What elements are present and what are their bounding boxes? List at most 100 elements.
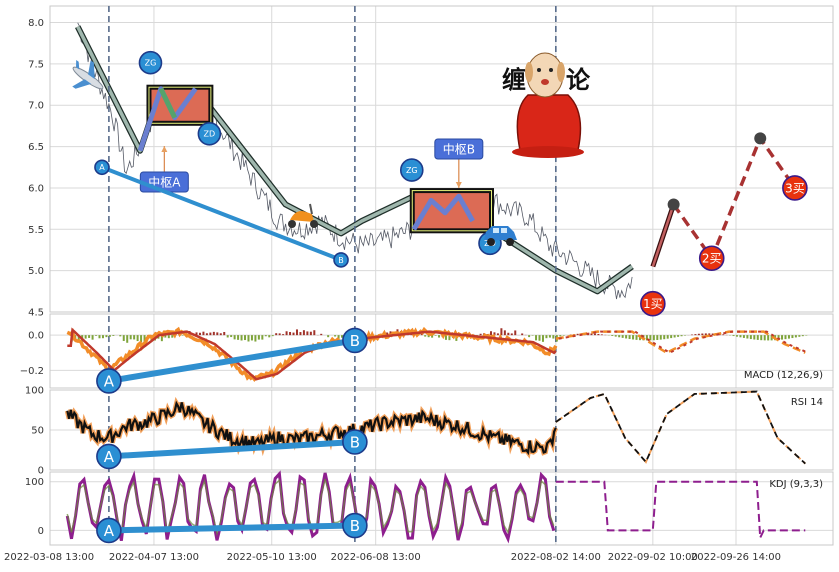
- macd-histogram-bar: [251, 335, 253, 340]
- macd-histogram-bar: [750, 335, 752, 339]
- x-tick-label: 2022-04-07 13:00: [109, 552, 199, 563]
- macd-histogram-bar: [781, 335, 783, 339]
- kdj-point-b: B: [343, 514, 367, 538]
- macd-histogram-bar: [656, 335, 658, 340]
- y-tick-label: 6.5: [28, 142, 44, 153]
- macd-histogram-bar: [504, 330, 506, 335]
- zd-marker: ZD: [198, 123, 220, 145]
- rsi-point-b: B: [343, 430, 367, 454]
- macd-histogram-bar: [653, 335, 655, 340]
- kdj-point-a-text: A: [104, 522, 115, 540]
- y-tick-label: 6.0: [28, 183, 44, 194]
- macd-histogram-bar: [223, 332, 225, 335]
- macd-histogram-bar: [743, 335, 745, 338]
- macd-histogram-bar: [694, 334, 696, 335]
- macd-histogram-bar: [310, 332, 312, 335]
- macd-histogram-bar: [681, 335, 683, 336]
- macd-histogram-bar: [293, 333, 295, 336]
- forecast-pivot: [668, 198, 680, 210]
- macd-histogram-bar: [306, 331, 308, 335]
- macd-histogram-bar: [286, 331, 288, 335]
- macd-histogram-bar: [254, 335, 256, 341]
- macd-histogram-bar: [199, 333, 201, 335]
- macd-histogram-bar: [677, 335, 679, 337]
- macd-histogram-bar: [667, 335, 669, 339]
- zg-marker-text: ZG: [406, 166, 418, 175]
- macd-point-a-text: A: [104, 372, 115, 390]
- macd-histogram-bar: [788, 335, 790, 338]
- macd-histogram-bar: [258, 335, 260, 339]
- point-a-marker: A: [95, 160, 109, 174]
- macd-histogram-bar: [601, 334, 603, 335]
- macd-histogram-bar: [296, 329, 298, 335]
- macd-histogram-bar: [206, 333, 208, 335]
- macd-histogram-bar: [424, 335, 426, 336]
- macd-histogram-bar: [119, 335, 121, 336]
- macd-histogram-bar: [497, 333, 499, 335]
- macd-histogram-bar: [299, 332, 301, 335]
- macd-histogram-bar: [802, 335, 804, 336]
- mascot-title-right: 论: [566, 66, 591, 94]
- y-tick-label: −0.2: [20, 366, 44, 377]
- macd-histogram-bar: [670, 335, 672, 338]
- point-b-marker-text: B: [338, 256, 344, 265]
- monk-ear: [557, 62, 565, 82]
- macd-histogram-bar: [615, 335, 617, 336]
- x-tick-label: 2022-08-02 14:00: [511, 552, 601, 563]
- macd-histogram-bar: [691, 335, 693, 336]
- macd-point-b-text: B: [350, 332, 360, 350]
- monk-base: [512, 146, 584, 158]
- x-tick-label: 2022-06-08 13:00: [331, 552, 421, 563]
- macd-histogram-bar: [701, 334, 703, 336]
- macd-histogram-bar: [438, 335, 440, 337]
- macd-histogram-bar: [663, 335, 665, 339]
- macd-histogram-bar: [795, 335, 797, 337]
- y-tick-label: 5.0: [28, 266, 44, 277]
- macd-histogram-bar: [289, 332, 291, 335]
- macd-histogram-bar: [511, 333, 513, 335]
- macd-histogram-bar: [597, 334, 599, 335]
- macd-histogram-bar: [629, 335, 631, 339]
- car-window: [493, 228, 499, 233]
- macd-histogram-bar: [182, 335, 184, 336]
- macd-histogram-bar: [490, 331, 492, 335]
- macd-histogram-bar: [241, 335, 243, 340]
- macd-histogram-bar: [230, 335, 232, 337]
- y-tick-label: 4.5: [28, 308, 44, 319]
- rsi-point-a: A: [97, 444, 121, 468]
- macd-histogram-bar: [736, 335, 738, 337]
- macd-histogram-bar: [247, 335, 249, 341]
- macd-histogram-bar: [102, 335, 104, 338]
- macd-histogram-bar: [563, 335, 565, 336]
- macd-histogram-bar: [85, 335, 87, 338]
- macd-histogram-bar: [521, 333, 523, 335]
- panel-title: MACD (12,26,9): [744, 370, 823, 381]
- macd-histogram-bar: [275, 333, 277, 335]
- monk-nose: [541, 79, 549, 85]
- macd-histogram-bar: [791, 335, 793, 338]
- kdj-point-a: A: [97, 518, 121, 542]
- point-a-marker-text: A: [99, 163, 105, 172]
- macd-histogram-bar: [784, 335, 786, 339]
- y-tick-label: 5.5: [28, 225, 44, 236]
- forecast-pivot: [754, 132, 766, 144]
- macd-histogram-bar: [539, 335, 541, 341]
- point-b-marker: B: [334, 253, 348, 267]
- car-wheel: [487, 238, 495, 246]
- macd-histogram-bar: [611, 335, 613, 336]
- car-window: [501, 228, 507, 233]
- macd-histogram-bar: [88, 335, 90, 338]
- macd-histogram-bar: [674, 335, 676, 337]
- x-tick-label: 2022-09-02 10:00: [608, 552, 698, 563]
- macd-histogram-bar: [545, 335, 547, 338]
- x-tick-label: 2022-03-08 13:00: [4, 552, 94, 563]
- macd-histogram-bar: [216, 332, 218, 335]
- car-wheel: [506, 238, 514, 246]
- macd-histogram-bar: [123, 335, 125, 341]
- macd-histogram-bar: [227, 335, 229, 337]
- buy-point-label: 2买: [702, 252, 722, 266]
- macd-histogram-bar: [137, 335, 139, 341]
- macd-histogram-bar: [92, 335, 94, 340]
- macd-histogram-bar: [594, 334, 596, 335]
